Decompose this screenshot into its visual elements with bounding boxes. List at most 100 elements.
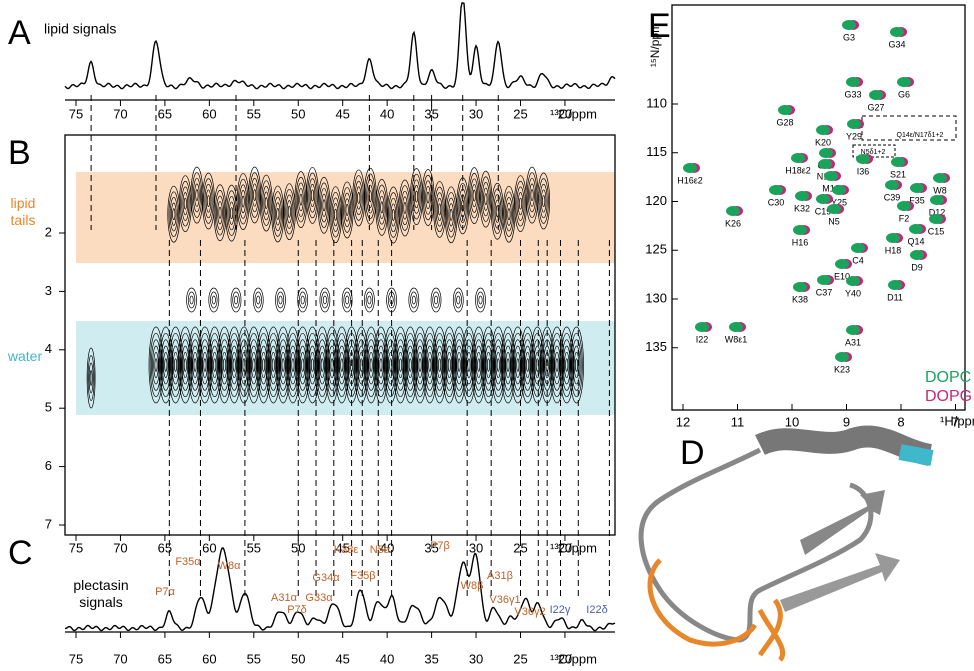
contour <box>515 180 526 227</box>
contour <box>411 295 416 305</box>
contour <box>320 188 328 223</box>
contour <box>570 332 583 398</box>
coil-highlight <box>757 598 786 662</box>
residue-label: H18ε2 <box>785 165 811 175</box>
contour <box>544 351 550 379</box>
contour <box>457 183 468 229</box>
contour <box>523 345 532 385</box>
contour <box>353 175 364 221</box>
contour <box>373 326 389 404</box>
peak-dopc <box>835 352 849 362</box>
contour <box>343 192 352 228</box>
contour <box>408 358 412 372</box>
contour <box>503 191 515 237</box>
peak-dopc <box>795 191 809 201</box>
contour <box>417 351 423 379</box>
peak-label: F35α <box>175 556 201 568</box>
contour <box>169 197 178 232</box>
contour <box>300 295 305 305</box>
contour <box>210 345 219 385</box>
peak-dopc <box>846 77 860 87</box>
contour <box>434 339 445 391</box>
contour <box>367 295 372 305</box>
residue-label: F35 <box>909 195 925 205</box>
contour <box>298 345 307 385</box>
contour <box>472 332 485 398</box>
contour <box>344 326 359 404</box>
contour <box>230 287 242 313</box>
contour <box>242 358 246 372</box>
contour <box>285 326 301 404</box>
residue-label: K20 <box>815 137 831 147</box>
contour <box>359 358 363 372</box>
contour <box>484 193 488 206</box>
contour <box>271 185 285 243</box>
contour <box>482 332 495 398</box>
contour <box>219 339 230 391</box>
contour <box>158 326 174 404</box>
contour <box>537 172 550 230</box>
contour <box>389 295 394 305</box>
contour <box>183 358 187 372</box>
contour <box>198 332 212 398</box>
contour <box>337 345 346 385</box>
contour <box>187 326 203 404</box>
contour <box>379 358 383 372</box>
contour <box>470 178 479 213</box>
contour <box>550 332 564 398</box>
y-tick-label: 110 <box>646 95 667 110</box>
contour <box>249 345 258 385</box>
contour <box>296 332 309 398</box>
contour <box>384 332 397 398</box>
contour <box>352 169 366 227</box>
contour <box>389 358 393 372</box>
contour <box>388 351 394 379</box>
contour <box>86 347 96 409</box>
contour <box>379 195 385 219</box>
contour <box>199 339 210 391</box>
residue-label: Y29 <box>846 131 862 141</box>
x-axis-label: ¹H/ppm <box>940 413 974 428</box>
contour <box>478 295 483 305</box>
contour <box>232 358 236 372</box>
contour <box>286 332 300 398</box>
contour <box>229 339 240 391</box>
contour <box>364 332 378 398</box>
contour <box>572 345 581 385</box>
helix-highlight <box>898 444 934 466</box>
x-tick-label: 60 <box>202 540 216 555</box>
peak-label: A31β <box>487 570 513 582</box>
contour <box>433 332 446 398</box>
contour <box>513 345 522 385</box>
contour <box>416 345 424 385</box>
x-tick-label: 55 <box>247 651 261 666</box>
panel-label: E <box>648 7 671 45</box>
contour <box>239 339 250 391</box>
contour <box>529 183 535 207</box>
contour <box>434 295 439 305</box>
contour <box>188 332 202 398</box>
contour <box>260 351 267 379</box>
contour <box>241 351 247 379</box>
contour <box>201 345 209 385</box>
peak-dopc <box>856 154 870 164</box>
contour <box>364 287 375 313</box>
contour <box>396 345 405 385</box>
contour <box>458 188 467 223</box>
contour <box>168 326 183 404</box>
protein-cartoon <box>638 425 934 662</box>
contour <box>410 168 423 225</box>
peak-dopc <box>869 90 883 100</box>
peak-dopc <box>793 225 807 235</box>
contour <box>391 209 395 221</box>
contour <box>495 351 501 379</box>
y-tick-label: 115 <box>646 144 667 159</box>
contour <box>447 358 451 372</box>
panel-e-frame <box>671 4 966 411</box>
x-tick-label: 60 <box>202 106 216 121</box>
contour <box>532 339 543 391</box>
contour <box>181 345 190 385</box>
x-tick-label: 70 <box>113 651 127 666</box>
